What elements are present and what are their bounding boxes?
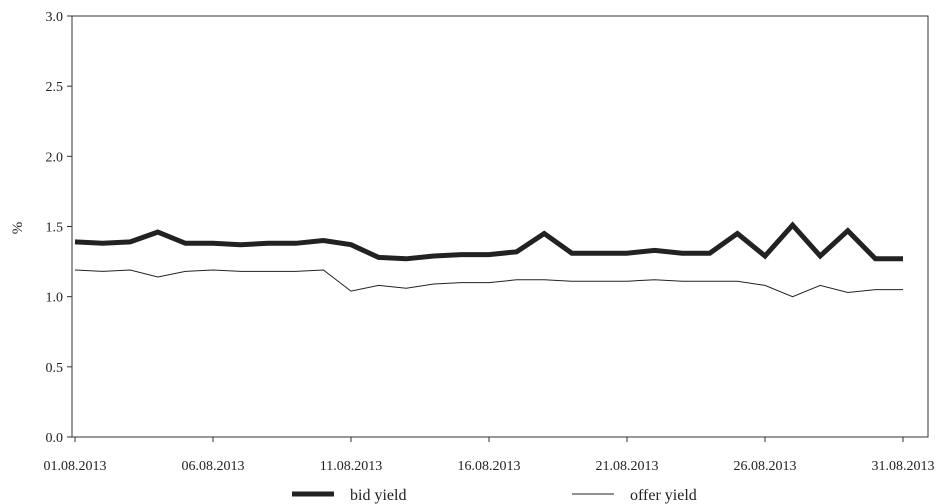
x-tick-label: 01.08.2013 (44, 459, 107, 474)
x-tick-label: 16.08.2013 (458, 459, 521, 474)
series-line-offer-yield (74, 269, 903, 298)
y-tick-label: 1.5 (46, 221, 64, 236)
y-tick-label: 0.5 (46, 361, 64, 376)
y-tick-label: 0.0 (46, 431, 64, 446)
y-tick-label: 2.0 (46, 150, 64, 165)
plot-frame (71, 15, 929, 438)
x-tick-label: 31.08.2013 (872, 459, 935, 474)
y-tick-label: 2.5 (46, 80, 64, 95)
x-tick-label: 21.08.2013 (596, 459, 659, 474)
x-tick-label: 26.08.2013 (734, 459, 797, 474)
x-tick-label: 11.08.2013 (320, 459, 382, 474)
series-line-bid-yield (74, 221, 903, 262)
x-tick-label: 06.08.2013 (182, 459, 245, 474)
legend: bid yield offer yield (292, 487, 697, 504)
legend-label-bid-yield: bid yield (350, 487, 406, 504)
y-tick-label: 3.0 (46, 10, 64, 25)
y-tick-label: 1.0 (46, 291, 64, 306)
y-axis-title: % (10, 222, 26, 235)
axes-group (71, 15, 929, 438)
legend-label-offer-yield: offer yield (630, 487, 697, 504)
x-ticks-group: 01.08.2013 06.08.2013 11.08.2013 16.08.2013… (44, 437, 935, 474)
y-ticks-group: 0.0 0.5 1.0 1.5 2.0 2.5 3.0 (46, 10, 72, 446)
series-group (74, 221, 903, 298)
